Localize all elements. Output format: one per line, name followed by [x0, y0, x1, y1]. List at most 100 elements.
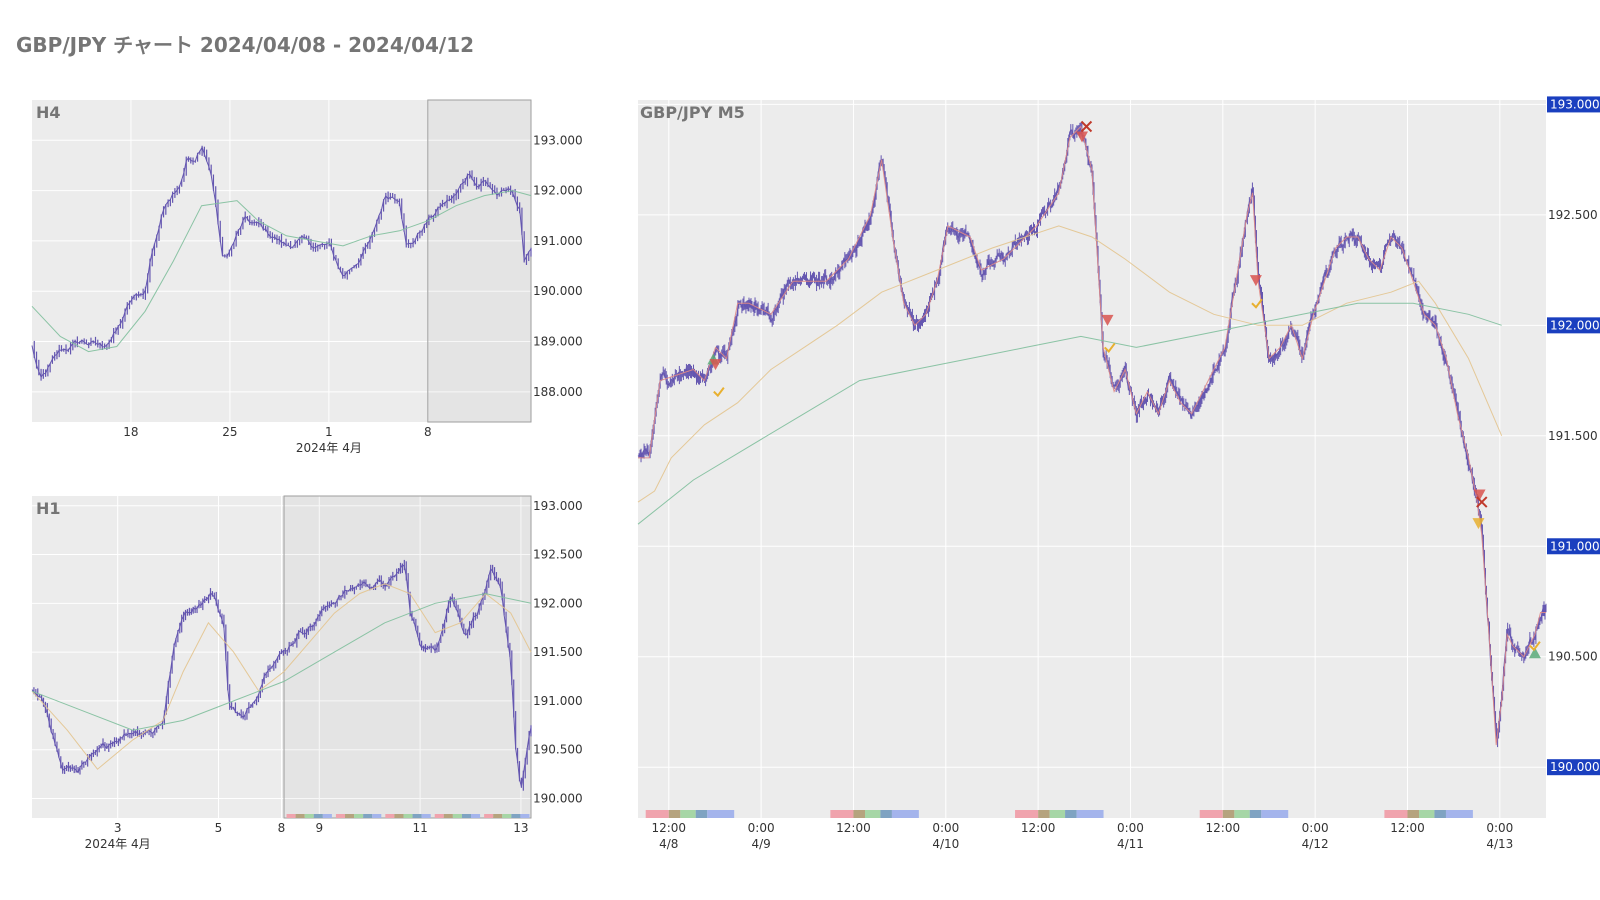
session-bar — [880, 810, 892, 818]
y-tick-label: 190.500 — [1548, 650, 1598, 664]
x-axis-sublabel: 2024年 4月 — [296, 441, 362, 455]
y-tick-label: 192.500 — [1548, 208, 1598, 222]
take-profit-marker — [1251, 298, 1263, 309]
x-tick-label: 3 — [114, 821, 122, 835]
x-tick-sublabel: 4/11 — [1117, 837, 1144, 851]
exit-signal-marker — [1080, 120, 1093, 133]
chart-panel-m5[interactable]: 193.000 192.500 192.000 191.500 191.000 190.5… — [637, 96, 1600, 851]
x-axis-sublabel: 2024年 4月 — [85, 837, 151, 851]
y-tick-label: 191.000 — [533, 694, 583, 708]
y-tick-label: 192.500 — [533, 548, 583, 562]
sell-signal-marker — [709, 359, 722, 371]
price-badge — [1547, 317, 1600, 334]
chart-panel-h1[interactable]: 193.000 192.500 192.000 191.500 191.000 190.5… — [31, 495, 583, 851]
y-tick-label: 190.000 — [1550, 760, 1600, 774]
session-bar — [645, 810, 669, 818]
session-bar — [394, 814, 404, 818]
session-bar — [363, 814, 373, 818]
moving-average-line — [31, 593, 532, 731]
take-profit-marker — [1104, 342, 1116, 353]
session-bars — [286, 814, 530, 818]
y-tick-label: 191.500 — [533, 645, 583, 659]
x-tick-sublabel: 4/12 — [1302, 837, 1329, 851]
panel-title: H1 — [36, 499, 61, 518]
y-tick-label: 193.000 — [533, 499, 583, 513]
x-tick-label: 12:00 — [1021, 821, 1056, 835]
session-bar — [707, 810, 735, 818]
moving-average-line — [637, 302, 1502, 525]
session-bar — [1261, 810, 1289, 818]
session-bar — [1076, 810, 1104, 818]
exit-signal-marker — [1476, 496, 1488, 508]
session-bar — [385, 814, 395, 818]
y-tick-label: 191.500 — [1548, 429, 1598, 443]
x-tick-label: 0:00 — [748, 821, 775, 835]
session-bar — [335, 814, 346, 818]
session-bar — [295, 814, 305, 818]
session-bar — [434, 814, 444, 818]
x-tick-label: 12:00 — [1206, 821, 1241, 835]
x-tick-label: 1 — [325, 425, 333, 439]
signals — [707, 120, 1541, 659]
buy-signal-marker — [1528, 647, 1541, 659]
session-bar — [668, 810, 681, 818]
sell-signal-marker — [1472, 518, 1485, 530]
take-profit-marker — [1529, 641, 1541, 652]
x-tick-label: 9 — [315, 821, 323, 835]
y-tick-label: 193.000 — [533, 133, 583, 147]
session-bar — [695, 810, 708, 818]
x-tick-label: 0:00 — [1302, 821, 1329, 835]
session-bar — [461, 814, 472, 818]
price-badge — [1547, 538, 1600, 555]
session-bar — [354, 814, 364, 818]
x-tick-label: 12:00 — [1390, 821, 1425, 835]
sell-signal-marker — [1076, 131, 1089, 143]
moving-average-line — [638, 125, 1546, 746]
session-bar — [412, 814, 422, 818]
session-bar — [286, 814, 296, 818]
session-bar — [471, 814, 481, 818]
panel-title: GBP/JPY M5 — [640, 103, 745, 122]
moving-average-line — [31, 583, 532, 770]
chart-panel-h4[interactable]: 193.000 192.000 191.000 190.000 189.000 188.0… — [31, 99, 583, 455]
session-bar — [1419, 810, 1435, 818]
y-tick-label: 188.000 — [533, 385, 583, 399]
price-line — [31, 145, 532, 379]
y-tick-label: 190.500 — [533, 743, 583, 757]
session-bar — [1234, 810, 1250, 818]
session-bar — [1015, 810, 1039, 818]
plot-area — [32, 100, 531, 422]
y-tick-label: 191.000 — [1550, 539, 1600, 553]
session-bar — [421, 814, 431, 818]
panel-title: H4 — [36, 103, 61, 122]
y-tick-label: 192.000 — [1550, 318, 1600, 332]
session-bar — [502, 814, 512, 818]
highlight-range — [427, 99, 532, 423]
session-bar — [1222, 810, 1235, 818]
session-bars — [645, 810, 1473, 818]
price-badge — [1547, 96, 1600, 113]
session-bar — [484, 814, 494, 818]
x-tick-label: 8 — [278, 821, 286, 835]
moving-average-line — [31, 190, 532, 353]
session-bar — [322, 814, 332, 818]
session-bar — [345, 814, 355, 818]
candles — [31, 559, 532, 791]
moving-average-line — [637, 225, 1503, 503]
sell-signal-marker — [1473, 489, 1486, 501]
sell-signal-marker — [1101, 314, 1114, 326]
session-bar — [1384, 810, 1408, 818]
x-tick-label: 11 — [412, 821, 427, 835]
session-bar — [313, 814, 323, 818]
x-tick-label: 18 — [123, 425, 138, 439]
session-bar — [452, 814, 462, 818]
session-bar — [680, 810, 696, 818]
plot-area — [638, 100, 1546, 818]
x-tick-sublabel: 4/10 — [932, 837, 959, 851]
x-tick-label: 8 — [424, 425, 432, 439]
session-bar — [372, 814, 382, 818]
session-bar — [865, 810, 881, 818]
highlight-range — [283, 495, 532, 819]
price-line — [31, 564, 532, 787]
